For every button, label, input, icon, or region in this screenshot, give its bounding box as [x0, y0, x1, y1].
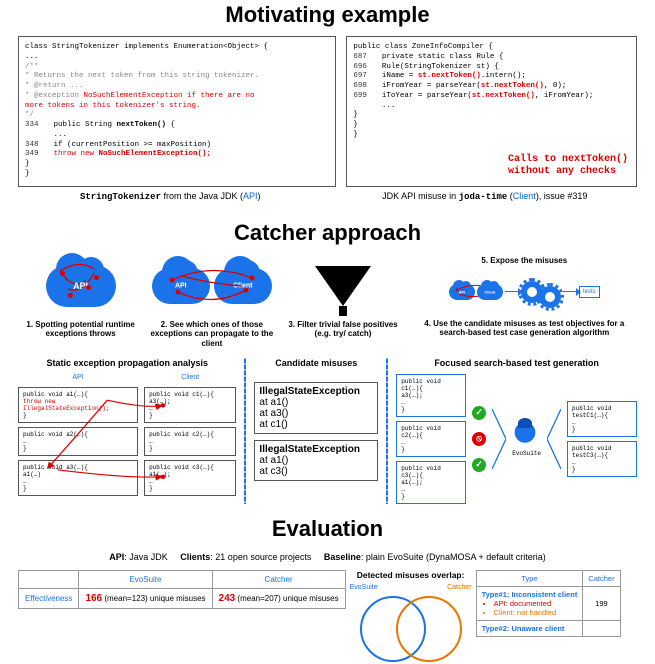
- client-box: public void c3(…){ a1(…); …}: [396, 461, 466, 504]
- api-box: public void a2(…){ …}: [18, 427, 138, 456]
- code-line: 334 public String nextToken() {: [25, 121, 329, 131]
- code-line: }: [25, 170, 329, 180]
- code-line: */: [25, 111, 329, 121]
- client-cloud-icon: Client: [214, 268, 272, 304]
- code-line: more tokens in this tokenizer's string.: [25, 102, 329, 112]
- code-line: 349 throw new NoSuchElementException();: [25, 150, 329, 160]
- code-line: /**: [25, 63, 329, 73]
- callout: Calls to nextToken() without any checks: [508, 154, 628, 178]
- client-box: public void c1(…){ a3(…); …}: [144, 387, 236, 423]
- code-line: }: [25, 160, 329, 170]
- code-line: ...: [25, 53, 329, 63]
- subsec-focused: Focused search-based test generation pub…: [396, 358, 637, 504]
- code-line: * @return ...: [25, 82, 329, 92]
- exception-box: IllegalStateException at a1() at a3() at…: [254, 382, 378, 434]
- arrow-icon: [563, 291, 577, 293]
- arrow-icon: [505, 291, 519, 293]
- catcher-title: Catcher approach: [0, 220, 655, 246]
- check-icon: ✓: [472, 406, 486, 420]
- venn-icon: EvoSuite Catcher: [356, 594, 466, 664]
- code-row: class StringTokenizer implements Enumera…: [0, 36, 655, 187]
- code-right: public class ZoneInfoCompiler { 687 priv…: [346, 36, 637, 187]
- code-line: 699 iToYear = parseYear(st.nextToken(), …: [353, 92, 630, 102]
- api-cloud-icon: API: [152, 268, 210, 304]
- evaluation-title: Evaluation: [0, 516, 655, 542]
- client-box: public void c3(…){ a1(…); …}: [144, 460, 236, 496]
- client-box: public void c1(…){ a3(…); …}: [396, 374, 466, 417]
- code-line: public class ZoneInfoCompiler {: [353, 43, 630, 53]
- caption-left: StringTokenizer from the Java JDK (API): [18, 191, 323, 202]
- code-line: 696 Rule(StringTokenizer st) {: [353, 63, 630, 73]
- code-line: 348 if (currentPosition >= maxPosition): [25, 141, 329, 151]
- code-line: 687 private static class Rule {: [353, 53, 630, 63]
- subsec-row: Static exception propagation analysis AP…: [0, 348, 655, 510]
- api-box: public void a1(…){ throw new IllegalStat…: [18, 387, 138, 423]
- code-line: ...: [25, 131, 329, 141]
- check-icon: ✓: [472, 458, 486, 472]
- client-box: public void c2(…){ …}: [144, 427, 236, 456]
- stop-icon: ⦸: [472, 432, 486, 446]
- gear-icon: [539, 286, 561, 308]
- code-line: ...: [353, 102, 630, 112]
- step-2: API Client 2. See which ones of those ex…: [149, 256, 274, 349]
- caption-row: StringTokenizer from the Java JDK (API) …: [0, 187, 655, 214]
- code-line: }: [353, 121, 630, 131]
- code-line: 697 iName = st.nextToken().intern();: [353, 72, 630, 82]
- eval-row: EvoSuiteCatcher Effectiveness 166 (mean=…: [0, 570, 655, 664]
- test-box: public void testC3(…){ …}: [567, 441, 637, 477]
- client-box: public void c2(…){ …}: [396, 421, 466, 457]
- tests-box: tests: [579, 286, 600, 298]
- code-line: class StringTokenizer implements Enumera…: [25, 43, 329, 53]
- type-table: TypeCatcher Type#1: Inconsistent clientA…: [476, 570, 621, 637]
- api-box: public void a3(…){ a1(…) …}: [18, 460, 138, 496]
- step-1: API 1. Spotting potential runtime except…: [18, 256, 143, 339]
- code-line: 698 iFromYear = parseYear(st.nextToken()…: [353, 82, 630, 92]
- funnel-icon: [315, 266, 371, 306]
- venn-block: Detected misuses overlap: EvoSuite Catch…: [356, 570, 466, 664]
- code-left: class StringTokenizer implements Enumera…: [18, 36, 336, 187]
- effectiveness-table: EvoSuiteCatcher Effectiveness 166 (mean=…: [18, 570, 346, 609]
- subsec-candidates: Candidate misuses IllegalStateException …: [254, 358, 378, 504]
- api-cloud-icon: API: [46, 265, 116, 307]
- code-line: * @exception NoSuchElementException if t…: [25, 92, 329, 102]
- code-line: * Returns the next token from this strin…: [25, 72, 329, 82]
- approach-row: API 1. Spotting potential runtime except…: [0, 256, 655, 349]
- client-cloud-icon: Client: [477, 284, 503, 300]
- divider: [244, 358, 246, 504]
- caption-right: JDK API misuse in joda-time (Client), is…: [333, 191, 638, 202]
- step-4-5: 5. Expose the misuses API Client tests 4…: [412, 256, 637, 338]
- step-3: 3. Filter trivial false positives (e.g. …: [280, 256, 405, 339]
- subsec-static: Static exception propagation analysis AP…: [18, 358, 236, 504]
- exception-box: IllegalStateException at a1() at c3(): [254, 440, 378, 481]
- bug-icon: [512, 422, 538, 448]
- motivating-title: Motivating example: [0, 2, 655, 28]
- test-box: public void testC1(…){ …}: [567, 401, 637, 437]
- code-line: }: [353, 131, 630, 141]
- code-line: }: [353, 111, 630, 121]
- divider: [386, 358, 388, 504]
- eval-meta: API: Java JDK Clients: 21 open source pr…: [0, 552, 655, 570]
